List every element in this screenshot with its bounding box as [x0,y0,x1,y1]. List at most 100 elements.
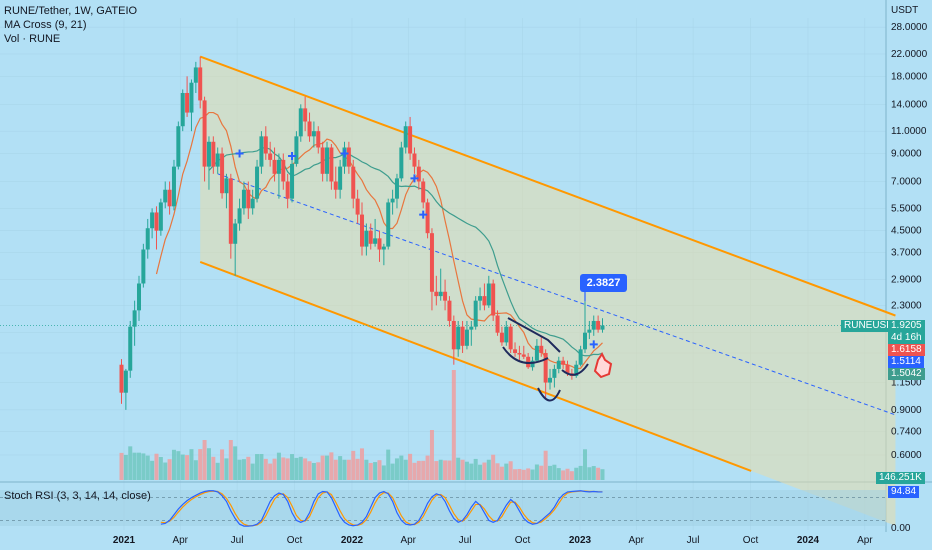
candle-body [202,100,207,167]
candle-body [136,283,141,311]
currency-label: USDT [891,5,919,16]
volume-bar [582,449,587,480]
volume-bar [246,456,251,480]
time-tick-label: 2022 [341,535,364,546]
cross-marker [410,174,419,183]
time-axis: 2021 Apr Jul Oct 2022 Apr Jul Oct 2023 Apr Jul Oct 2… [113,535,873,546]
time-tick-label: Apr [628,535,644,546]
candle-body [390,198,395,203]
stoch-tick-label: 0.00 [891,523,911,534]
candle-body [311,131,316,137]
volume-bar [390,463,395,480]
volume-bar [268,463,273,480]
candle-body [499,332,504,343]
volume-bar [167,459,172,480]
cross-marker [340,149,349,158]
volume-bar [136,452,141,480]
time-tick-label: 2023 [569,535,592,546]
candle-body [556,360,561,369]
candle-body [215,153,220,167]
price-tick-label: 7.0000 [891,176,922,187]
countdown-tag: 4d 16h [888,332,925,344]
volume-bar [513,469,518,480]
volume-bar [368,462,373,480]
volume-bar [443,460,448,480]
candle-body [128,326,133,371]
volume-bar [587,467,592,480]
volume-bar [154,453,159,480]
trendline-drawing [507,317,561,353]
symbol-price-tag: RUNEUSDT [841,320,903,332]
time-tick-label: Jul [687,535,700,546]
time-tick-label: 2024 [797,535,820,546]
volume-bar [176,451,181,480]
volume-bar [569,471,574,480]
candle-body [438,291,443,297]
channel-lower-line [199,260,752,472]
price-tick-label: 5.5000 [891,203,922,214]
volume-bar [478,464,483,480]
volume-bar [237,459,242,480]
volume-bar [346,459,351,480]
volume-bar [421,460,426,480]
candle-body [346,147,351,167]
volume-bar [456,457,461,480]
volume-bar [534,464,539,480]
candle-body [596,320,601,330]
volume-bar [403,459,408,480]
candle-body [548,377,553,383]
symbol-title[interactable]: RUNE/Tether, 1W, GATEIO [4,5,138,17]
volume-bar [464,461,469,480]
candle-body [316,131,321,148]
candle-body [193,67,198,83]
ma-cross-legend[interactable]: MA Cross (9, 21) [4,19,87,31]
candle-body [185,92,190,113]
time-tick-label: Oct [515,535,531,546]
candle-body [582,332,587,350]
candle-body [359,214,364,247]
hand-icon [593,352,613,379]
volume-bar [596,467,601,480]
time-tick-label: Jul [231,535,244,546]
candle-body [320,147,325,174]
volume-bar [220,449,225,480]
candle-body [158,202,163,231]
candle-body [434,291,439,297]
stoch-value-tag: 94.84 [888,486,920,498]
candle-body [403,126,408,148]
volume-bar [578,465,583,480]
volume-bars [119,370,605,480]
candle-body [255,166,260,199]
candle-body [233,223,238,244]
volume-tag: 146.251K [876,472,925,484]
candle-body [198,67,203,101]
stoch-d-line [160,490,603,527]
candle-body [303,108,308,122]
candle-body [561,360,566,365]
price-tick-label: 0.7400 [891,427,922,438]
candle-body [150,212,155,229]
volume-legend[interactable]: Vol · RUNE [4,33,61,45]
candle-body [272,159,277,174]
candle-body [421,181,426,203]
candle-body [211,141,216,167]
candle-body [368,230,373,244]
time-tick-label: Oct [743,535,759,546]
volume-bar [552,464,557,480]
stoch-rsi-legend[interactable]: Stoch RSI (3, 3, 14, 14, close) [4,490,151,502]
candle-body [123,370,128,393]
candle-body [399,147,404,179]
volume-bar [158,457,163,480]
volume-bar [521,469,526,480]
volume-bar [255,454,260,480]
volume-bar [307,461,312,480]
channel-upper-line [199,55,896,317]
volume-bar [185,455,190,480]
price-tick-label: 1.1500 [891,378,922,389]
volume-bar [517,468,522,480]
ma-fast-line [155,111,603,370]
volume-bar [298,456,303,480]
candle-body [377,238,382,250]
volume-bar [189,449,194,480]
